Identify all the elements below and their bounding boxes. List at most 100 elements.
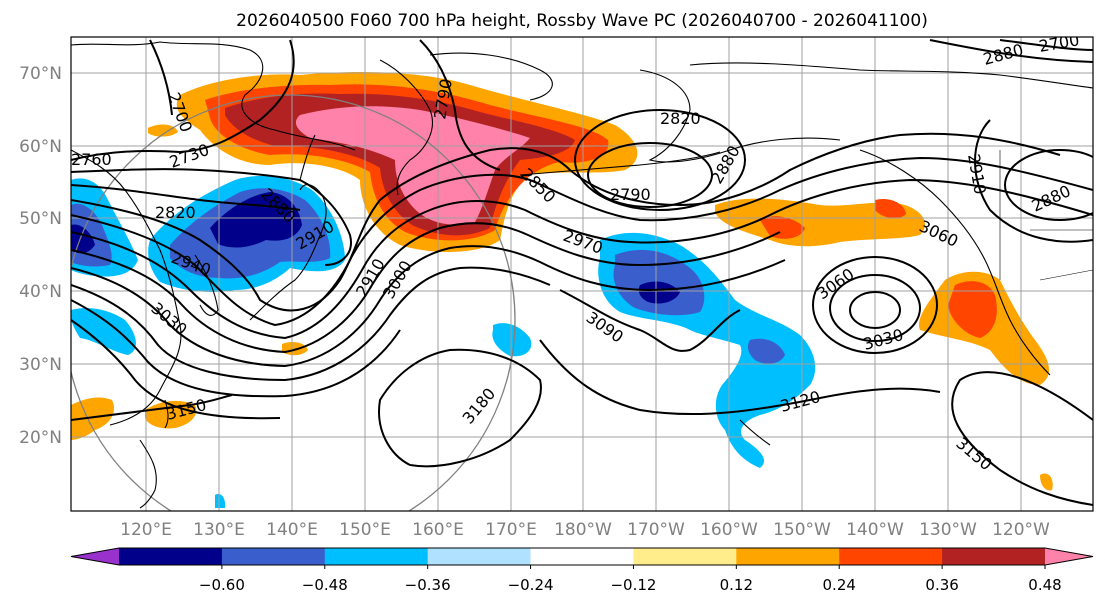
contour-2700 bbox=[149, 39, 173, 116]
colorbar-segment bbox=[324, 548, 429, 565]
contour-3060 bbox=[71, 319, 281, 420]
contour-2790 bbox=[419, 39, 501, 171]
coast-philippines bbox=[139, 439, 157, 509]
lat-label: 70°N bbox=[19, 64, 62, 84]
lon-label: 180°W bbox=[554, 520, 612, 540]
lon-label: 120°W bbox=[992, 520, 1050, 540]
shade-midpac-positive-red bbox=[760, 216, 805, 239]
coast-asia-north bbox=[71, 41, 356, 151]
contour-label: 2820 bbox=[660, 109, 701, 128]
coast-alaska-west bbox=[639, 69, 841, 163]
contour-3030-high bbox=[829, 274, 921, 342]
contour-2970 bbox=[71, 245, 786, 368]
lat-label: 50°N bbox=[19, 209, 62, 229]
contour-3150-east bbox=[951, 371, 1093, 506]
lon-label: 150°W bbox=[773, 520, 831, 540]
shade-small-negative bbox=[215, 494, 226, 508]
latitude-labels: 70°N 60°N 50°N 40°N 30°N 20°N bbox=[19, 64, 62, 448]
colorbar-tick-label: 0.12 bbox=[720, 576, 753, 594]
lon-label: 130°W bbox=[919, 520, 977, 540]
contour-label: 2760 bbox=[71, 150, 112, 169]
contour-3180 bbox=[378, 348, 542, 468]
contour-2910-east bbox=[974, 119, 1093, 243]
colorbar-segment bbox=[736, 548, 840, 565]
shade-southwest-positive2 bbox=[145, 400, 197, 429]
shade-kamchatka-positive bbox=[148, 124, 178, 137]
shade-small-positive bbox=[1040, 473, 1053, 491]
colorbar-segment bbox=[633, 548, 737, 565]
colorbar-segment bbox=[119, 548, 223, 565]
contour-3120 bbox=[539, 339, 941, 416]
contour-3090 bbox=[559, 289, 741, 352]
lat-label: 40°N bbox=[19, 282, 62, 302]
shade-west-negative-south bbox=[71, 308, 136, 355]
positive-anomaly-shading bbox=[71, 72, 1053, 491]
shade-japan-negative-navy bbox=[210, 192, 302, 248]
lat-label: 60°N bbox=[19, 137, 62, 157]
coast-japan bbox=[249, 184, 327, 321]
coast-canada-lines bbox=[999, 150, 1093, 281]
contour-3060-high bbox=[812, 256, 938, 354]
contour-2820-a bbox=[71, 184, 301, 211]
shade-midpac-positive-red2 bbox=[875, 198, 906, 219]
contour-2820-low bbox=[574, 109, 746, 211]
colorbar-segment bbox=[839, 548, 943, 565]
coast-aleutians bbox=[519, 151, 721, 176]
longitude-labels: 120°E 130°E 140°E 150°E 160°E 170°E 180°… bbox=[120, 520, 1050, 540]
coast-china bbox=[71, 149, 182, 426]
colorbar-tick-label: −0.36 bbox=[405, 576, 451, 594]
contour-label: 2820 bbox=[155, 203, 196, 222]
colorbar-tick-label: 0.36 bbox=[925, 576, 958, 594]
colorbar-outline bbox=[70, 547, 1094, 566]
shade-centralpac-negative-blue2 bbox=[747, 338, 785, 364]
contour-2790-east bbox=[999, 39, 1093, 51]
lon-label: 160°W bbox=[700, 520, 758, 540]
colorbar-segment bbox=[427, 548, 532, 565]
height-contours bbox=[71, 39, 1093, 506]
graticule bbox=[71, 37, 1093, 511]
range-circle bbox=[71, 94, 516, 511]
contour-3030 bbox=[71, 299, 401, 398]
contour-2880 bbox=[71, 156, 1093, 327]
colorbar-tick-label: −0.24 bbox=[508, 576, 554, 594]
colorbar-segment bbox=[530, 548, 634, 565]
colorbar: −0.60 −0.48 −0.36 −0.24 −0.12 0.12 0.24 0.36 0.4… bbox=[70, 547, 1094, 594]
contour-3000 bbox=[71, 266, 551, 382]
coast-kamchatka bbox=[379, 59, 433, 196]
lon-label: 140°W bbox=[846, 520, 904, 540]
colorbar-tick-label: −0.48 bbox=[302, 576, 348, 594]
contour-2910 bbox=[71, 178, 1093, 340]
colorbar-extend-min bbox=[71, 548, 119, 565]
shade-midpac-positive-outer bbox=[715, 198, 925, 247]
shade-centralpac-negative-navy bbox=[638, 281, 680, 304]
colorbar-tick-label: −0.60 bbox=[199, 576, 245, 594]
colorbar-tick-label: −0.12 bbox=[610, 576, 656, 594]
shade-southwest-positive bbox=[71, 397, 115, 440]
contour-2760-ring bbox=[71, 168, 352, 266]
contour-2730 bbox=[71, 39, 295, 161]
lat-label: 20°N bbox=[19, 428, 62, 448]
shade-east-of-japan-negative bbox=[492, 323, 532, 357]
contour-2790-low bbox=[587, 142, 713, 208]
contour-label: 2790 bbox=[610, 185, 651, 204]
contour-3150 bbox=[71, 394, 233, 421]
lon-label: 170°E bbox=[485, 520, 537, 540]
coast-korea bbox=[194, 254, 219, 316]
lat-label: 30°N bbox=[19, 355, 62, 375]
map-title: 2026040500 F060 700 hPa height, Rossby W… bbox=[236, 11, 928, 31]
shade-california-positive-red bbox=[948, 281, 997, 338]
contour-2850 bbox=[71, 132, 1061, 312]
lon-label: 170°W bbox=[627, 520, 685, 540]
coast-hawaii bbox=[739, 419, 771, 446]
coast-sakhalin bbox=[299, 134, 316, 181]
lon-label: 140°E bbox=[266, 520, 318, 540]
lon-label: 150°E bbox=[339, 520, 391, 540]
coastlines bbox=[71, 41, 1093, 509]
contour-2940 bbox=[71, 222, 781, 354]
lon-label: 160°E bbox=[412, 520, 464, 540]
contour-2880-low-east bbox=[1004, 149, 1093, 221]
shade-north-positive-pink bbox=[295, 106, 530, 225]
coast-chukotka bbox=[429, 52, 553, 101]
lon-label: 120°E bbox=[120, 520, 172, 540]
